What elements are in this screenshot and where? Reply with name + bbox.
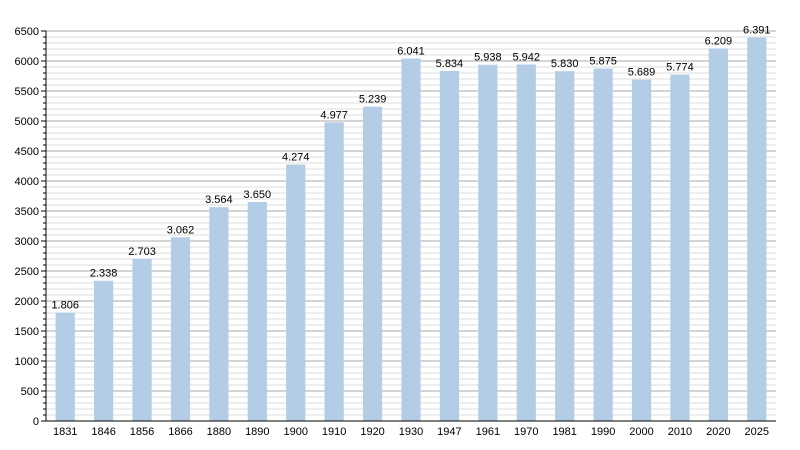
x-tick-label-1961: 1961 [476, 426, 500, 438]
bar-1970 [516, 64, 536, 421]
bar-value-label-2020: 6.209 [705, 35, 733, 47]
y-tick-label: 2500 [15, 266, 39, 278]
bar-1961 [478, 64, 498, 421]
bar-value-label-1947: 5.834 [436, 58, 464, 70]
bar-value-label-1930: 6.041 [397, 46, 425, 58]
bar-value-label-1981: 5.830 [551, 58, 579, 70]
y-tick-label: 1000 [15, 356, 39, 368]
x-tick-label-2025: 2025 [745, 426, 769, 438]
x-tick-label-1900: 1900 [283, 426, 307, 438]
y-tick-label: 4500 [15, 146, 39, 158]
bar-value-label-2025: 6.391 [743, 25, 771, 37]
bar-1990 [593, 68, 613, 421]
bar-1846 [94, 280, 114, 421]
bar-2020 [708, 48, 728, 422]
y-tick-label: 500 [21, 386, 39, 398]
y-tick-label: 1500 [15, 326, 39, 338]
bar-1930 [401, 58, 421, 421]
y-tick-label: 5000 [15, 116, 39, 128]
bar-value-label-2000: 5.689 [628, 67, 656, 79]
x-tick-label-1947: 1947 [437, 426, 461, 438]
bar-value-label-1990: 5.875 [589, 56, 617, 68]
bar-value-label-1910: 4.977 [320, 109, 348, 121]
bar-value-label-1920: 5.239 [359, 94, 387, 106]
bar-1890 [247, 202, 267, 421]
bar-value-label-1880: 3.564 [205, 194, 233, 206]
y-tick-label: 3000 [15, 236, 39, 248]
x-tick-label-2010: 2010 [668, 426, 692, 438]
bar-1831 [55, 312, 75, 421]
bar-1910 [324, 122, 344, 421]
x-tick-label-1990: 1990 [591, 426, 615, 438]
x-tick-label-1846: 1846 [91, 426, 115, 438]
x-tick-label-1831: 1831 [53, 426, 77, 438]
bar-value-label-1900: 4.274 [282, 152, 310, 164]
y-tick-label: 2000 [15, 296, 39, 308]
bar-value-label-1890: 3.650 [244, 189, 272, 201]
axes: 0 500 1000 1500 2000 2500 3000 3500 4000 4500 5000… [15, 26, 776, 438]
bar-1981 [555, 71, 575, 421]
x-tick-label-1856: 1856 [130, 426, 154, 438]
y-tick-label: 3500 [15, 206, 39, 218]
bar-1920 [362, 106, 383, 421]
bar-value-label-1961: 5.938 [474, 52, 502, 64]
y-tick-label: 4000 [15, 176, 39, 188]
bar-1880 [209, 207, 229, 421]
x-tick-label-2000: 2000 [629, 426, 653, 438]
x-tick-label-1981: 1981 [552, 426, 576, 438]
bar-1866 [170, 237, 191, 421]
y-tick-label: 6500 [15, 26, 39, 38]
bar-value-label-1856: 2.703 [128, 246, 156, 258]
x-tick-label-1880: 1880 [207, 426, 231, 438]
y-tick-label: 5500 [15, 86, 39, 98]
bar-2000 [631, 79, 652, 421]
bar-2010 [670, 74, 690, 421]
bar-value-label-1846: 2.338 [90, 268, 118, 280]
x-tick-label-2020: 2020 [706, 426, 730, 438]
bar-value-label-1831: 1.806 [51, 300, 79, 312]
x-tick-label-1970: 1970 [514, 426, 538, 438]
bar-1856 [132, 258, 152, 421]
bar-1900 [286, 164, 306, 421]
bar-1947 [439, 70, 460, 422]
bar-value-label-1866: 3.062 [167, 224, 195, 236]
x-tick-label-1930: 1930 [399, 426, 423, 438]
bar-2025 [747, 37, 767, 421]
x-tick-label-1910: 1910 [322, 426, 346, 438]
x-tick-label-1866: 1866 [168, 426, 192, 438]
x-tick-label-1890: 1890 [245, 426, 269, 438]
x-tick-label-1920: 1920 [360, 426, 384, 438]
bar-value-label-1970: 5.942 [512, 51, 540, 63]
bars [55, 37, 767, 422]
y-tick-label: 6000 [15, 56, 39, 68]
y-tick-label: 0 [33, 416, 39, 428]
bar-value-labels: 1.806 2.338 2.703 3.062 3.564 3.650 4.274 4.977… [51, 25, 770, 312]
bar-value-label-2010: 5.774 [666, 62, 694, 74]
